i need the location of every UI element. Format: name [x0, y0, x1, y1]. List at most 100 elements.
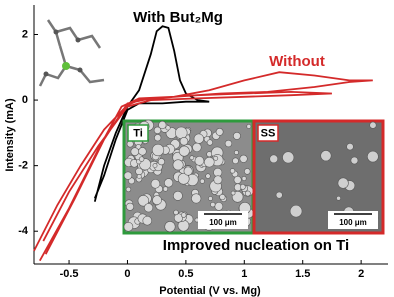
scale-bar-label: 100 μm — [209, 218, 237, 227]
particle — [175, 126, 188, 140]
particle — [135, 167, 143, 176]
particle — [230, 190, 236, 196]
particle — [193, 133, 204, 144]
particle — [206, 139, 214, 146]
x-tick-label: 1.5 — [295, 268, 310, 280]
particle — [142, 215, 153, 226]
x-tick-label: 1 — [241, 268, 247, 280]
particle — [233, 131, 241, 140]
particle — [205, 173, 211, 179]
particle — [336, 195, 341, 201]
particle — [172, 159, 184, 171]
particle — [165, 125, 171, 131]
inset-label-bg — [257, 124, 279, 142]
particle — [219, 193, 226, 201]
particle — [239, 184, 246, 190]
particle — [125, 186, 132, 193]
inset-label: SS — [261, 127, 276, 139]
y-tick-label: 0 — [22, 94, 28, 106]
particle — [157, 158, 165, 166]
scale-bar-label: 100 μm — [339, 218, 367, 227]
particle — [173, 209, 179, 216]
particle — [224, 139, 233, 148]
particle — [164, 178, 174, 188]
particle — [130, 147, 140, 156]
atom — [62, 62, 70, 70]
particle — [191, 193, 202, 204]
particle — [151, 143, 165, 157]
atom — [75, 37, 81, 43]
y-tick-label: -4 — [18, 225, 29, 237]
particle — [232, 157, 239, 165]
legend-label: With But₂Mg — [133, 9, 223, 26]
particle — [213, 155, 219, 161]
particle — [214, 202, 224, 211]
particle — [204, 156, 215, 168]
particle — [213, 167, 223, 177]
particle — [192, 142, 202, 153]
particle — [150, 179, 161, 189]
particle — [350, 156, 359, 165]
particle — [369, 121, 377, 129]
chain — [65, 64, 105, 84]
particle — [173, 213, 184, 223]
particle — [367, 150, 379, 163]
x-tick-label: 2 — [358, 268, 364, 280]
line-series — [33, 71, 373, 262]
scale-bar-bg — [328, 211, 378, 229]
y-tick-label: -2 — [18, 160, 28, 172]
y-axis-label: Intensity (mA) — [4, 98, 16, 172]
atom — [53, 29, 59, 35]
particle — [123, 221, 134, 232]
atom — [77, 67, 83, 73]
particle — [210, 202, 216, 208]
particle — [244, 190, 251, 197]
inset-label-bg — [127, 124, 149, 142]
particle — [269, 154, 279, 164]
particle — [126, 202, 135, 211]
particle — [337, 177, 349, 189]
particle — [153, 126, 162, 135]
scale-bar-bg — [198, 211, 248, 229]
particle — [178, 145, 190, 157]
particle — [246, 124, 252, 129]
particle — [194, 156, 205, 166]
particle — [199, 178, 205, 184]
particle — [346, 143, 354, 151]
molecule — [38, 19, 105, 87]
inset-label: Ti — [133, 127, 143, 139]
particle — [172, 190, 183, 201]
particle — [289, 204, 303, 218]
annotation: Improved nucleation on Ti — [163, 237, 349, 254]
particle — [244, 168, 251, 175]
particle — [138, 147, 147, 156]
particle — [179, 137, 189, 146]
particle — [137, 195, 150, 207]
particle — [234, 150, 239, 155]
x-tick-label: 0 — [124, 268, 130, 280]
y-tick-label: 2 — [22, 28, 28, 40]
x-tick-label: -0.5 — [60, 268, 79, 280]
particle — [152, 195, 162, 205]
particle — [136, 174, 142, 179]
particle — [208, 196, 213, 201]
particle — [143, 203, 154, 213]
particle — [162, 186, 169, 192]
chain — [38, 65, 68, 87]
particle — [154, 134, 162, 142]
particle — [229, 168, 236, 174]
particle — [239, 154, 248, 163]
legend-label: Without — [269, 53, 325, 70]
particle — [123, 171, 133, 180]
particle — [138, 156, 145, 162]
particle — [158, 120, 167, 130]
particle — [215, 128, 224, 136]
particle — [152, 163, 158, 168]
x-axis-label: Potential (V vs. Mg) — [159, 285, 261, 297]
particle — [126, 140, 134, 148]
particle — [177, 172, 190, 185]
particle — [180, 212, 187, 218]
particle — [189, 155, 195, 161]
particle — [275, 191, 283, 199]
